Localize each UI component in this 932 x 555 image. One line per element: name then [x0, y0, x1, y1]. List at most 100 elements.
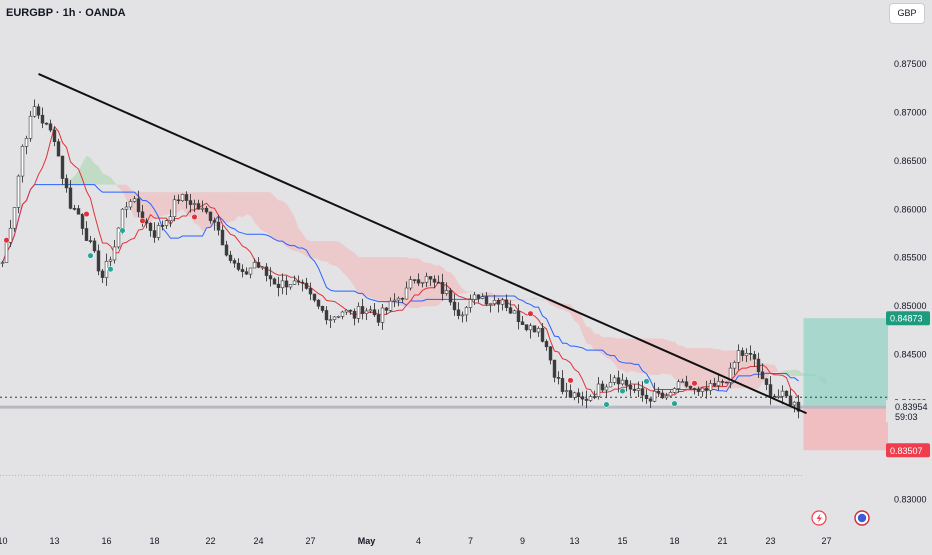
candle-body [229, 255, 232, 260]
candle-body [701, 388, 704, 391]
candle-body [733, 362, 736, 368]
candle [21, 144, 24, 182]
candle-body [553, 360, 556, 377]
candle-body [389, 301, 392, 310]
cloud-segment [359, 257, 363, 295]
candle-body [305, 283, 308, 288]
candle-body [153, 231, 156, 238]
candle [573, 392, 576, 401]
candle [785, 390, 788, 398]
candle-body [317, 300, 320, 306]
candle [181, 194, 184, 202]
y-tick-label: 0.87000 [894, 108, 927, 118]
currency-button[interactable]: GBP [889, 3, 925, 24]
candle [497, 298, 500, 312]
candle-body [517, 311, 520, 322]
candle [317, 299, 320, 309]
candle-body [793, 402, 796, 405]
candle-body [241, 269, 244, 271]
candle-body [157, 225, 160, 237]
candle [553, 360, 556, 382]
target-price-label: 0.84873 [890, 314, 923, 324]
candle-body [41, 115, 44, 123]
trendline[interactable] [39, 74, 807, 413]
candle-body [149, 223, 152, 230]
cloud-segment [539, 299, 543, 301]
y-tick-label: 0.87500 [894, 59, 927, 69]
candle [633, 384, 636, 393]
cloud-segment [395, 257, 399, 305]
candle-body [673, 389, 676, 393]
cloud-segment [279, 200, 283, 243]
cloud-segment [331, 241, 335, 266]
candle [557, 371, 560, 384]
candle [257, 257, 260, 268]
flash-icon[interactable] [812, 511, 826, 525]
cloud-segment [699, 348, 703, 392]
x-tick-label: 18 [669, 536, 679, 546]
candle [529, 323, 532, 338]
cloud-segment [603, 337, 607, 358]
candle [233, 258, 236, 267]
candle-body [505, 300, 508, 308]
candle [221, 225, 224, 245]
candle [77, 205, 80, 214]
candle-body [69, 188, 72, 208]
candle-body [709, 383, 712, 390]
candle-body [249, 268, 252, 274]
candle-body [749, 353, 752, 354]
candle-body [185, 194, 188, 200]
candle [57, 139, 60, 157]
candle-body [289, 284, 292, 287]
candle-body [81, 214, 84, 228]
candle-body [665, 396, 668, 398]
cloud-segment [583, 318, 587, 343]
candle-body [385, 308, 388, 310]
candle-body [661, 393, 664, 398]
cloud-segment [799, 370, 803, 375]
cloud-segment [663, 338, 667, 374]
candle [149, 222, 152, 237]
cloud-segment [103, 173, 107, 184]
x-tick-label: 4 [416, 536, 421, 546]
candle-body [409, 280, 412, 288]
candle-body [617, 378, 620, 384]
candle-body [569, 391, 572, 398]
cloud-segment [435, 265, 439, 306]
candle [797, 395, 800, 418]
cloud-segment [723, 351, 727, 390]
cloud-segment [163, 192, 167, 216]
candle-body [353, 311, 356, 318]
candle-body [653, 391, 656, 401]
candle-body [465, 307, 468, 314]
cloud-segment [383, 257, 387, 303]
candle-body [705, 388, 708, 390]
cloud-segment [607, 337, 611, 360]
candle [89, 236, 92, 243]
cloud-segment [159, 192, 163, 217]
candle [605, 384, 608, 398]
cloud-segment [643, 338, 647, 373]
stop-zone[interactable] [804, 407, 889, 450]
symbol-title: EURGBP · 1h · OANDA [6, 7, 126, 19]
candle-body [753, 354, 756, 359]
target-zone[interactable] [804, 318, 889, 407]
cloud-segment [223, 192, 227, 223]
cloud-segment [291, 210, 295, 251]
cloud-segment [751, 356, 755, 389]
candle-body [557, 377, 560, 378]
x-tick-label: 21 [717, 536, 727, 546]
settings-circle-icon[interactable] [855, 511, 869, 525]
candle-body [741, 351, 744, 356]
candle-body [277, 284, 280, 288]
cloud-segment [319, 241, 323, 261]
candle-body [765, 379, 768, 385]
candle [33, 99, 36, 117]
candle-body [5, 242, 8, 262]
candle-body [689, 386, 692, 388]
candle-body [445, 291, 448, 294]
candle-body [349, 310, 352, 311]
cloud-segment [251, 192, 255, 222]
